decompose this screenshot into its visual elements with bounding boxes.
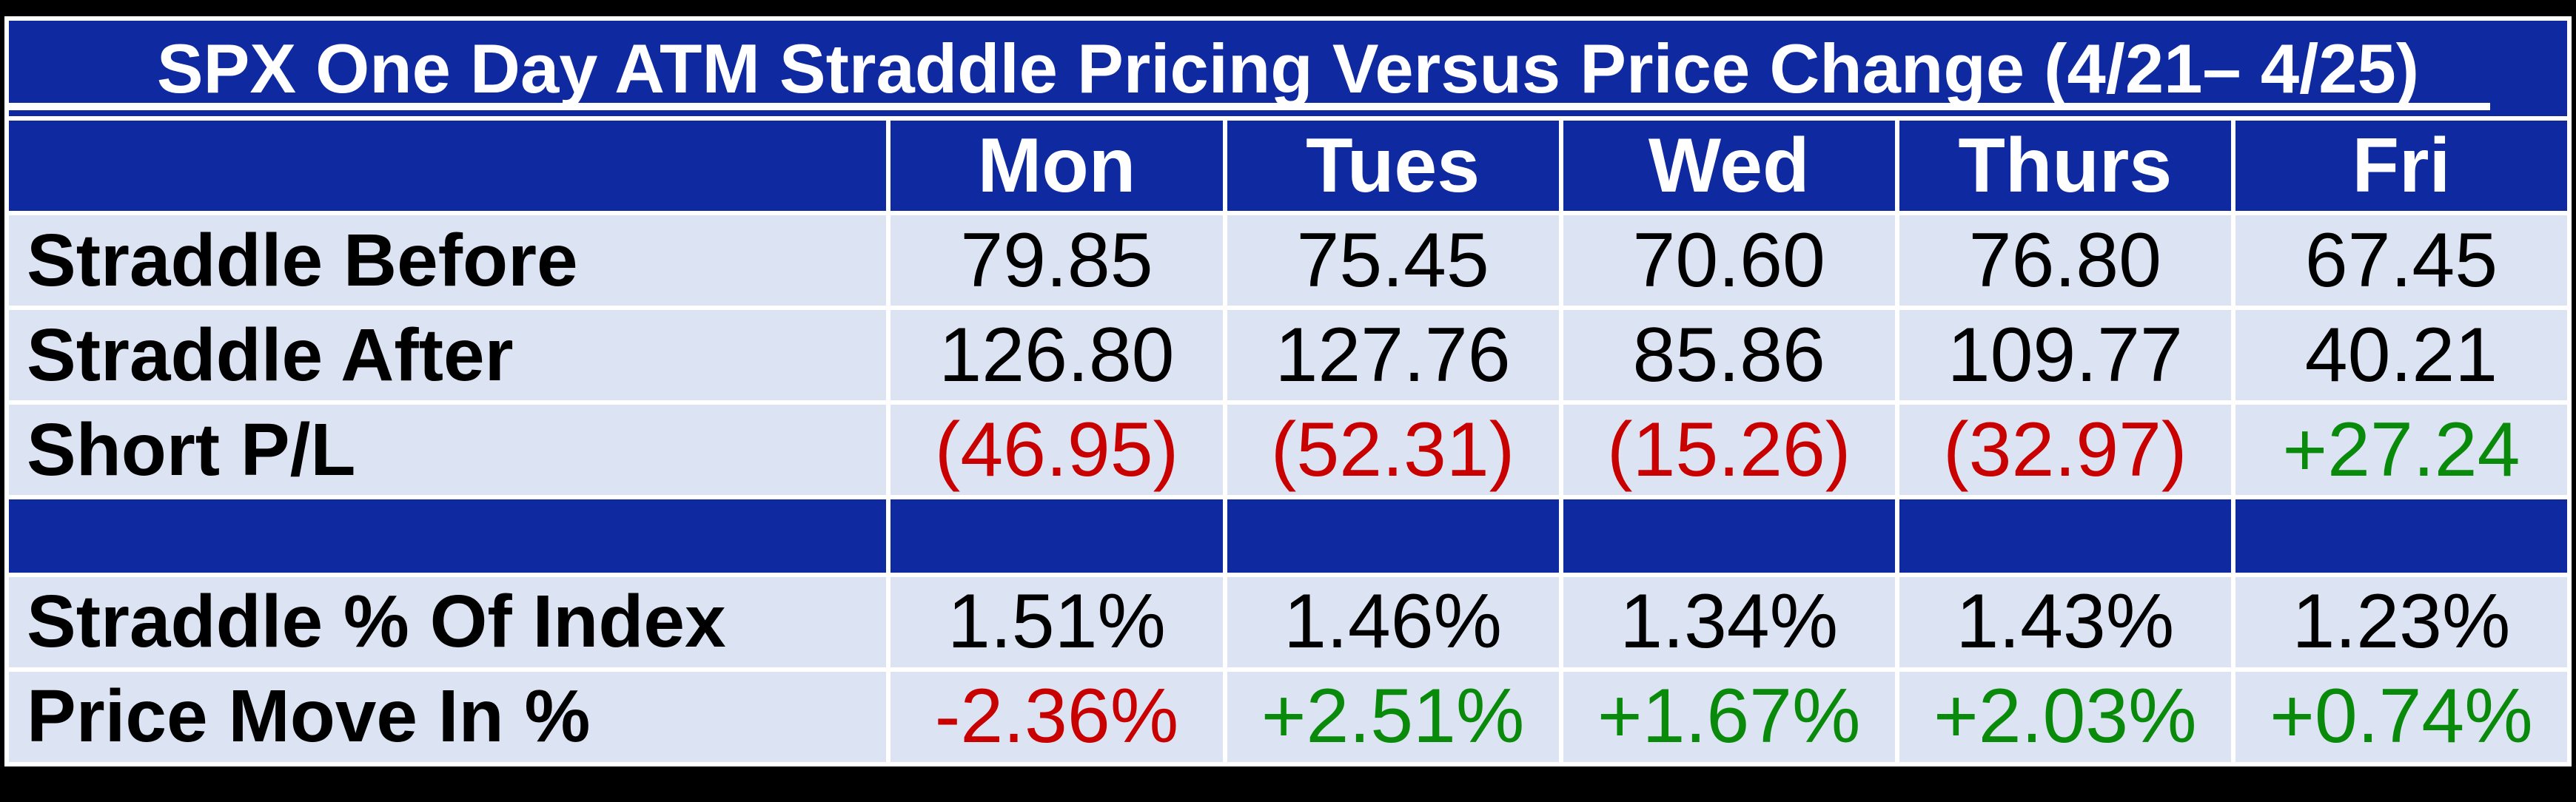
header-cell-fri: Fri bbox=[2235, 121, 2567, 212]
value-cell: 40.21 bbox=[2235, 310, 2567, 401]
header-cell-blank bbox=[9, 121, 887, 212]
value-cell: 76.80 bbox=[1899, 215, 2231, 306]
table-title: SPX One Day ATM Straddle Pricing Versus … bbox=[9, 21, 2567, 117]
table-title-text: SPX One Day ATM Straddle Pricing Versus … bbox=[156, 29, 2420, 107]
value-cell-positive: +27.24 bbox=[2235, 405, 2567, 496]
value-cell: 70.60 bbox=[1563, 215, 1895, 306]
header-cell-mon: Mon bbox=[890, 121, 1223, 212]
table-row-straddle-pct-of-index: Straddle % Of Index 1.51% 1.46% 1.34% 1.… bbox=[9, 576, 2567, 667]
value-cell: 109.77 bbox=[1899, 310, 2231, 401]
row-label: Short P/L bbox=[9, 405, 887, 496]
row-label: Straddle Before bbox=[9, 215, 887, 306]
value-cell: 79.85 bbox=[890, 215, 1223, 306]
table-row-straddle-after: Straddle After 126.80 127.76 85.86 109.7… bbox=[9, 310, 2567, 401]
value-cell-negative: (32.97) bbox=[1899, 405, 2231, 496]
value-cell-positive: +2.51% bbox=[1227, 671, 1559, 762]
spacer-cell bbox=[1899, 499, 2231, 573]
value-cell-negative: (52.31) bbox=[1227, 405, 1559, 496]
spacer-cell bbox=[1563, 499, 1895, 573]
value-cell: 1.23% bbox=[2235, 576, 2567, 667]
header-cell-tues: Tues bbox=[1227, 121, 1559, 212]
table-row-price-move-in-pct: Price Move In % -2.36% +2.51% +1.67% +2.… bbox=[9, 671, 2567, 762]
title-row: SPX One Day ATM Straddle Pricing Versus … bbox=[9, 21, 2567, 117]
spacer-cell bbox=[9, 499, 887, 573]
title-underline bbox=[9, 103, 2491, 111]
row-label: Price Move In % bbox=[9, 671, 887, 762]
value-cell: 126.80 bbox=[890, 310, 1223, 401]
straddle-pricing-table: SPX One Day ATM Straddle Pricing Versus … bbox=[4, 16, 2572, 766]
value-cell: 127.76 bbox=[1227, 310, 1559, 401]
spacer-cell bbox=[2235, 499, 2567, 573]
value-cell: 1.43% bbox=[1899, 576, 2231, 667]
spacer-row bbox=[9, 499, 2567, 573]
value-cell-positive: +0.74% bbox=[2235, 671, 2567, 762]
straddle-pricing-table-stage: SPX One Day ATM Straddle Pricing Versus … bbox=[4, 16, 2572, 766]
spacer-cell bbox=[1227, 499, 1559, 573]
table-row-short-pl: Short P/L (46.95) (52.31) (15.26) (32.97… bbox=[9, 405, 2567, 496]
value-cell: 1.34% bbox=[1563, 576, 1895, 667]
header-row: Mon Tues Wed Thurs Fri bbox=[9, 121, 2567, 212]
value-cell-positive: +1.67% bbox=[1563, 671, 1895, 762]
value-cell: 85.86 bbox=[1563, 310, 1895, 401]
value-cell: 75.45 bbox=[1227, 215, 1559, 306]
value-cell: 1.51% bbox=[890, 576, 1223, 667]
row-label: Straddle % Of Index bbox=[9, 576, 887, 667]
value-cell-negative: (46.95) bbox=[890, 405, 1223, 496]
spacer-cell bbox=[890, 499, 1223, 573]
row-label: Straddle After bbox=[9, 310, 887, 401]
table-row-straddle-before: Straddle Before 79.85 75.45 70.60 76.80 … bbox=[9, 215, 2567, 306]
value-cell-negative: (15.26) bbox=[1563, 405, 1895, 496]
header-cell-thurs: Thurs bbox=[1899, 121, 2231, 212]
value-cell: 1.46% bbox=[1227, 576, 1559, 667]
value-cell-positive: +2.03% bbox=[1899, 671, 2231, 762]
value-cell-negative: -2.36% bbox=[890, 671, 1223, 762]
header-cell-wed: Wed bbox=[1563, 121, 1895, 212]
value-cell: 67.45 bbox=[2235, 215, 2567, 306]
